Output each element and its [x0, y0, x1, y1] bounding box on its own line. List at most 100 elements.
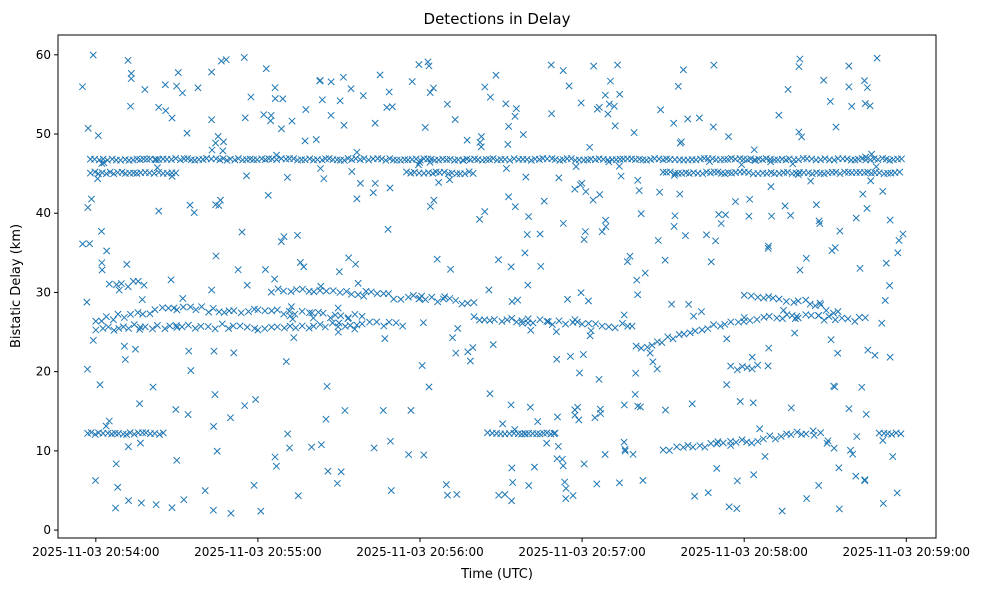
detection-point — [191, 324, 199, 332]
detection-point — [558, 455, 566, 463]
detection-point — [530, 463, 539, 471]
detection-point — [476, 138, 484, 146]
detection-point — [180, 496, 188, 504]
detection-point — [208, 146, 216, 154]
detection-point — [884, 169, 892, 177]
detection-point — [524, 281, 532, 289]
detection-point — [168, 114, 176, 122]
detection-point — [222, 56, 230, 64]
detection-point — [173, 456, 181, 464]
detection-point — [595, 103, 603, 111]
detection-point — [280, 310, 288, 318]
detection-point — [153, 321, 161, 330]
detection-point — [575, 416, 583, 424]
detection-point — [754, 361, 762, 369]
detection-point — [342, 287, 351, 295]
detection-point — [670, 222, 678, 230]
detection-point — [210, 347, 218, 355]
detection-point — [674, 82, 682, 90]
detection-point — [635, 186, 643, 195]
detection-point — [849, 450, 857, 458]
detection-point — [492, 71, 500, 79]
detection-point — [230, 349, 238, 357]
detection-point — [322, 287, 330, 295]
x-tick-label: 2025-11-03 20:55:00 — [194, 545, 321, 559]
detection-point — [754, 293, 762, 301]
detection-point — [464, 348, 472, 356]
detection-point — [746, 316, 754, 325]
detection-point — [636, 403, 644, 411]
detection-point — [845, 83, 853, 91]
detection-point — [155, 207, 163, 215]
detection-point — [634, 176, 642, 184]
y-tick-label: 20 — [36, 365, 51, 379]
detection-point — [140, 281, 148, 289]
x-tick-label: 2025-11-03 20:54:00 — [32, 545, 159, 559]
detection-point — [380, 322, 388, 330]
detection-point — [461, 170, 469, 178]
detection-point — [353, 148, 361, 156]
detection-point — [280, 287, 288, 295]
detection-point — [283, 173, 291, 181]
detection-point — [882, 259, 890, 267]
detection-point — [782, 297, 790, 306]
detection-point — [103, 247, 111, 255]
detection-point — [746, 195, 754, 203]
detection-point — [586, 143, 594, 151]
detection-point — [508, 464, 516, 472]
detection-point — [108, 155, 116, 163]
y-tick-label: 60 — [36, 48, 51, 62]
detection-point — [808, 170, 816, 178]
detection-point — [309, 314, 317, 322]
detection-point — [747, 292, 755, 300]
detection-point — [852, 214, 860, 222]
detection-point — [519, 131, 527, 139]
detection-point — [348, 156, 356, 164]
detection-point — [523, 230, 531, 239]
detection-point — [548, 321, 556, 329]
detection-point — [748, 353, 756, 361]
detection-point — [296, 258, 304, 267]
detection-point — [405, 450, 413, 459]
detection-point — [162, 107, 170, 115]
detection-point — [124, 443, 132, 451]
detection-point — [740, 291, 748, 299]
detection-point — [299, 285, 307, 293]
detection-point — [750, 146, 758, 154]
detection-point — [243, 281, 251, 289]
detection-point — [738, 161, 746, 169]
detection-point — [815, 481, 823, 490]
detection-point — [686, 329, 694, 337]
detection-point — [416, 158, 424, 167]
detection-point — [99, 324, 107, 333]
detection-point — [731, 198, 740, 206]
detection-point — [727, 362, 735, 370]
detection-point — [581, 228, 589, 236]
detection-point — [504, 193, 513, 201]
detection-point — [110, 326, 118, 334]
detection-point — [481, 83, 489, 91]
detection-point — [424, 155, 432, 163]
detection-point — [712, 237, 720, 245]
detection-point — [749, 399, 757, 407]
detection-point — [158, 304, 167, 312]
detection-point — [335, 319, 343, 327]
detection-point — [425, 62, 433, 70]
detection-point — [773, 314, 781, 322]
detection-point — [831, 316, 839, 324]
detection-point — [351, 325, 359, 333]
detection-point — [441, 293, 449, 301]
detection-point — [623, 258, 632, 266]
detection-point — [138, 429, 147, 437]
detection-point — [209, 506, 217, 514]
detection-point — [273, 306, 281, 314]
detection-point — [340, 121, 348, 129]
detection-point — [637, 210, 645, 218]
detection-point — [386, 184, 394, 192]
detection-point — [210, 422, 218, 431]
detection-point — [848, 102, 856, 110]
detection-point — [793, 428, 801, 436]
detection-point — [421, 123, 429, 132]
detection-point — [571, 316, 579, 324]
detection-point — [831, 383, 839, 391]
